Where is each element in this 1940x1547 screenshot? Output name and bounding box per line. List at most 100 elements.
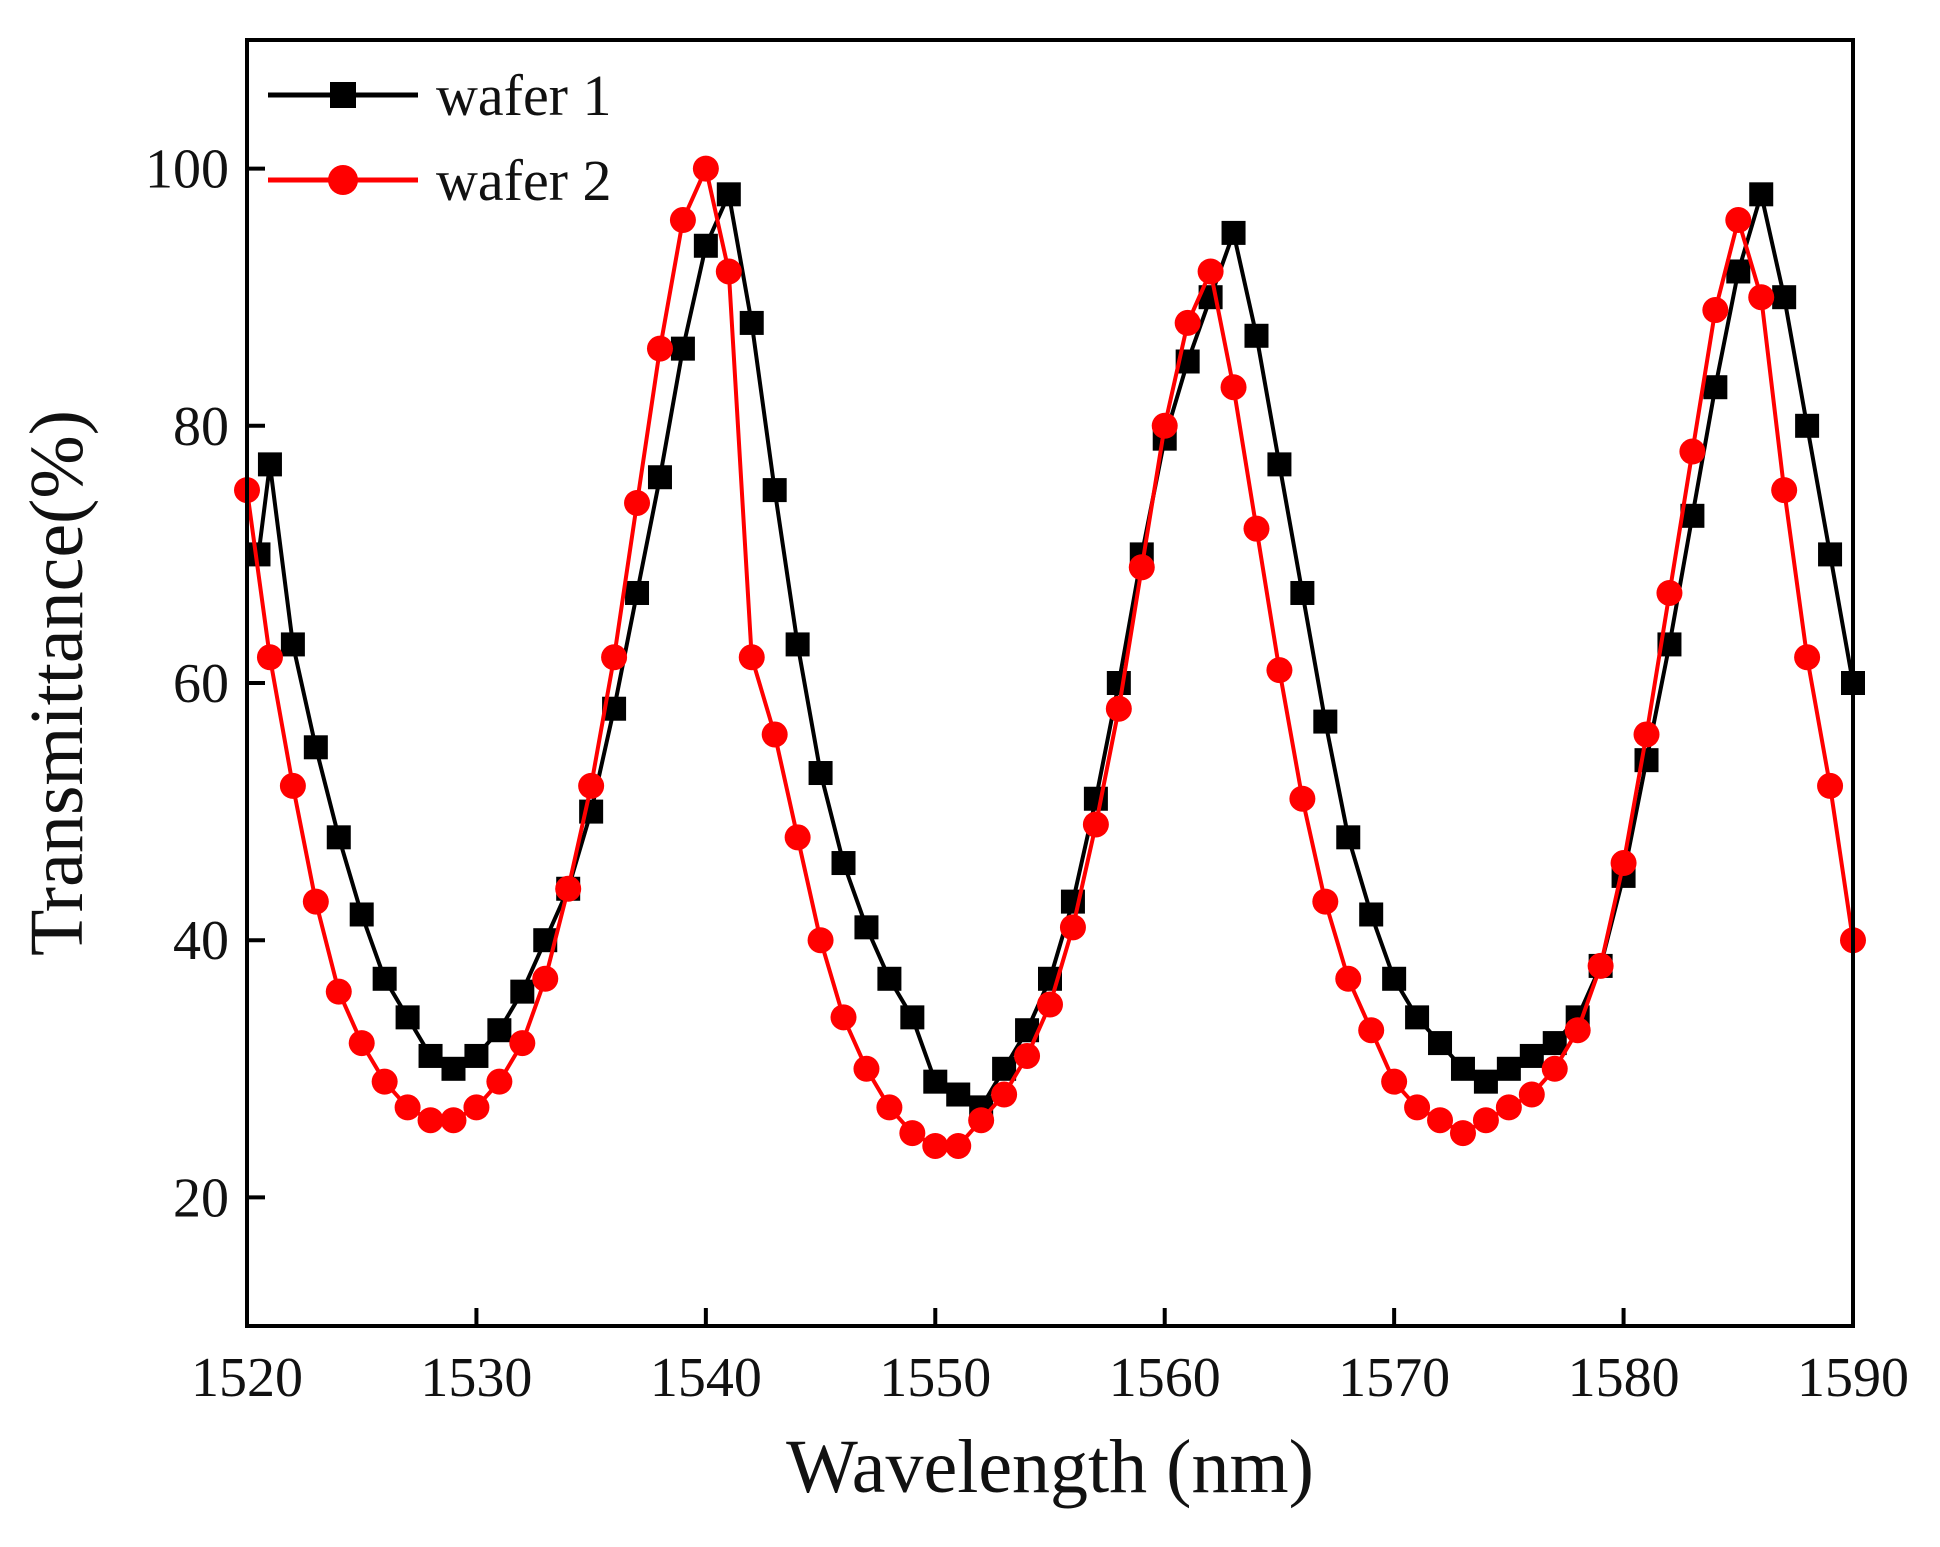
data-point-wafer-1 xyxy=(808,761,833,786)
x-tick-label: 1530 xyxy=(420,1347,532,1409)
data-point-wafer-2 xyxy=(1243,515,1270,542)
data-point-wafer-2 xyxy=(1358,1017,1385,1044)
data-point-wafer-2 xyxy=(830,1004,857,1031)
data-point-wafer-2 xyxy=(1128,554,1155,581)
data-point-wafer-1 xyxy=(992,1056,1017,1081)
data-point-wafer-1 xyxy=(1795,413,1820,438)
data-point-wafer-2 xyxy=(807,927,834,954)
data-point-wafer-2 xyxy=(1633,721,1660,748)
data-point-wafer-2 xyxy=(922,1132,949,1159)
data-point-wafer-1 xyxy=(1267,452,1292,477)
data-point-wafer-1 xyxy=(670,336,695,361)
data-point-wafer-2 xyxy=(1541,1055,1568,1082)
data-point-wafer-2 xyxy=(1266,657,1293,684)
y-tick-label: 60 xyxy=(173,653,229,715)
y-tick-label: 80 xyxy=(173,396,229,458)
data-point-wafer-1 xyxy=(877,966,902,991)
x-axis-title: Wavelength (nm) xyxy=(786,1425,1314,1509)
data-point-wafer-2 xyxy=(1702,297,1729,324)
data-point-wafer-1 xyxy=(1726,259,1751,284)
data-point-wafer-2 xyxy=(486,1068,513,1095)
data-point-wafer-2 xyxy=(945,1132,972,1159)
series-wafer-2 xyxy=(234,155,1866,1159)
x-tick-label: 1580 xyxy=(1568,1347,1680,1409)
data-point-wafer-1 xyxy=(1519,1043,1544,1068)
data-point-wafer-2 xyxy=(555,875,582,902)
data-point-wafer-1 xyxy=(349,902,374,927)
data-point-wafer-2 xyxy=(463,1094,490,1121)
data-point-wafer-1 xyxy=(510,979,535,1004)
data-point-wafer-2 xyxy=(302,888,329,915)
data-point-wafer-2 xyxy=(1449,1120,1476,1147)
data-point-wafer-2 xyxy=(1151,412,1178,439)
data-point-wafer-2 xyxy=(899,1120,926,1147)
data-point-wafer-2 xyxy=(256,644,283,671)
data-point-wafer-2 xyxy=(1220,374,1247,401)
data-point-wafer-1 xyxy=(1450,1056,1475,1081)
data-point-wafer-1 xyxy=(1703,375,1728,400)
data-point-wafer-2 xyxy=(669,207,696,234)
data-point-wafer-1 xyxy=(739,310,764,335)
data-point-wafer-2 xyxy=(784,824,811,851)
data-point-wafer-2 xyxy=(968,1107,995,1134)
data-point-wafer-1 xyxy=(831,851,856,876)
data-point-wafer-1 xyxy=(441,1056,466,1081)
data-point-wafer-1 xyxy=(1244,323,1269,348)
data-point-wafer-2 xyxy=(417,1107,444,1134)
data-point-wafer-2 xyxy=(876,1094,903,1121)
data-point-wafer-2 xyxy=(1312,888,1339,915)
data-point-wafer-2 xyxy=(1404,1094,1431,1121)
data-point-wafer-2 xyxy=(1587,952,1614,979)
data-point-wafer-1 xyxy=(1290,580,1315,605)
data-point-wafer-1 xyxy=(946,1082,971,1107)
data-point-wafer-2 xyxy=(624,489,651,516)
data-point-wafer-1 xyxy=(257,452,282,477)
data-point-wafer-1 xyxy=(1772,285,1797,310)
data-point-wafer-2 xyxy=(738,644,765,671)
data-point-wafer-2 xyxy=(1174,309,1201,336)
x-tick-label: 1560 xyxy=(1109,1347,1221,1409)
data-point-wafer-1 xyxy=(785,632,810,657)
legend-marker-wafer-1 xyxy=(330,82,356,108)
data-point-wafer-1 xyxy=(1106,671,1131,695)
chart-plot-area: 1520 1530 1540 1550 1560 1570 1580 1590 20 40 60 80… xyxy=(145,38,1909,1409)
legend-label-wafer-2: wafer 2 xyxy=(436,148,612,213)
legend: wafer 1 wafer 2 xyxy=(268,63,612,213)
data-point-wafer-1 xyxy=(1221,220,1246,245)
data-point-wafer-2 xyxy=(1725,207,1752,234)
data-point-wafer-2 xyxy=(715,258,742,285)
tick-layer: 1520 1530 1540 1550 1560 1570 1580 1590 20 40 60 80… xyxy=(145,139,1909,1409)
data-point-wafer-2 xyxy=(1427,1107,1454,1134)
data-point-wafer-2 xyxy=(1656,579,1683,606)
plot-frame xyxy=(245,38,1855,1328)
data-point-wafer-1 xyxy=(854,915,879,940)
data-point-wafer-1 xyxy=(303,735,328,760)
data-point-wafer-2 xyxy=(1518,1081,1545,1108)
data-point-wafer-1 xyxy=(923,1069,948,1094)
data-point-wafer-2 xyxy=(601,644,628,671)
data-point-wafer-1 xyxy=(1818,542,1843,567)
data-point-wafer-1 xyxy=(372,966,397,991)
legend-label-wafer-1: wafer 1 xyxy=(436,63,612,128)
data-point-wafer-2 xyxy=(761,721,788,748)
data-point-wafer-2 xyxy=(1679,438,1706,465)
data-point-wafer-1 xyxy=(647,465,672,490)
data-point-wafer-2 xyxy=(1564,1017,1591,1044)
legend-marker-wafer-2 xyxy=(328,165,358,195)
y-axis-title: Transmittance(%) xyxy=(15,410,99,956)
data-point-wafer-2 xyxy=(371,1068,398,1095)
data-point-wafer-2 xyxy=(853,1055,880,1082)
data-point-wafer-1 xyxy=(1496,1056,1521,1081)
x-tick-label: 1520 xyxy=(191,1347,303,1409)
data-point-wafer-2 xyxy=(1472,1107,1499,1134)
data-point-wafer-1 xyxy=(716,182,741,207)
data-point-wafer-1 xyxy=(900,1005,925,1030)
data-point-wafer-2 xyxy=(692,155,719,182)
data-point-wafer-1 xyxy=(326,825,351,850)
y-tick-label: 40 xyxy=(173,910,229,972)
data-point-wafer-2 xyxy=(1610,850,1637,877)
data-point-wafer-2 xyxy=(1037,991,1063,1018)
data-point-wafer-2 xyxy=(1794,644,1821,671)
x-tick-label: 1590 xyxy=(1797,1347,1909,1409)
